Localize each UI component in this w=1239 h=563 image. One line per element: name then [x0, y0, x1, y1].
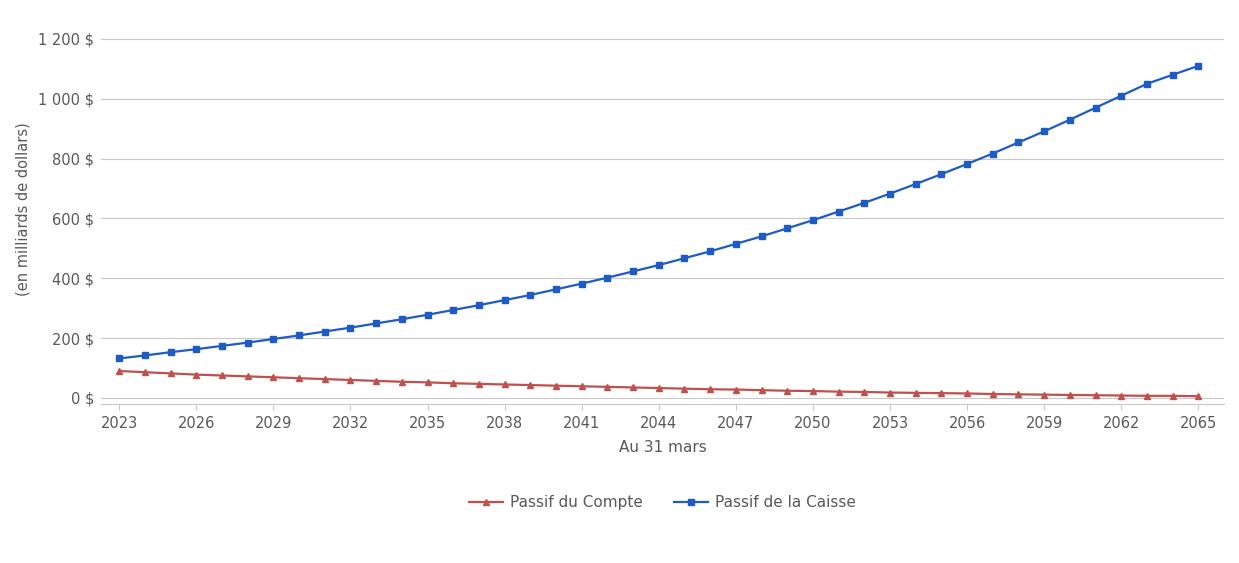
Passif de la Caisse: [1114, 92, 1129, 99]
Passif de la Caisse: [1088, 104, 1103, 111]
Passif de la Caisse: [188, 346, 203, 352]
Passif du Compte: [574, 383, 589, 390]
Passif du Compte: [523, 382, 538, 388]
Passif du Compte: [676, 385, 691, 392]
Passif de la Caisse: [703, 248, 717, 254]
Passif de la Caisse: [652, 262, 667, 269]
Passif de la Caisse: [755, 233, 769, 240]
Passif du Compte: [266, 374, 281, 381]
Passif du Compte: [1140, 392, 1155, 399]
Passif de la Caisse: [857, 199, 872, 206]
Passif de la Caisse: [214, 342, 229, 349]
Passif de la Caisse: [1037, 128, 1052, 135]
Passif du Compte: [1011, 391, 1026, 397]
Passif du Compte: [394, 378, 409, 385]
Passif du Compte: [779, 387, 794, 394]
Passif du Compte: [138, 369, 152, 376]
Passif du Compte: [188, 371, 203, 378]
Passif de la Caisse: [1140, 81, 1155, 87]
Passif du Compte: [472, 381, 487, 387]
Passif du Compte: [549, 382, 564, 389]
Passif du Compte: [446, 380, 461, 387]
Passif du Compte: [164, 370, 178, 377]
Passif du Compte: [805, 388, 820, 395]
Passif de la Caisse: [497, 297, 512, 303]
Passif de la Caisse: [960, 160, 975, 167]
X-axis label: Au 31 mars: Au 31 mars: [618, 440, 706, 455]
Passif du Compte: [317, 376, 332, 382]
Passif de la Caisse: [138, 352, 152, 359]
Passif de la Caisse: [369, 320, 384, 327]
Passif de la Caisse: [626, 268, 641, 275]
Passif de la Caisse: [266, 336, 281, 342]
Passif de la Caisse: [112, 355, 126, 362]
Passif du Compte: [343, 377, 358, 383]
Passif du Compte: [960, 390, 975, 397]
Passif de la Caisse: [240, 339, 255, 346]
Passif du Compte: [1037, 391, 1052, 398]
Y-axis label: (en milliards de dollars): (en milliards de dollars): [15, 123, 30, 296]
Passif du Compte: [240, 373, 255, 380]
Passif du Compte: [703, 386, 717, 392]
Passif de la Caisse: [343, 324, 358, 331]
Passif de la Caisse: [523, 292, 538, 298]
Passif du Compte: [755, 387, 769, 394]
Line: Passif de la Caisse: Passif de la Caisse: [115, 62, 1202, 362]
Passif de la Caisse: [805, 217, 820, 224]
Passif du Compte: [934, 390, 949, 396]
Passif du Compte: [420, 379, 435, 386]
Passif du Compte: [214, 372, 229, 379]
Passif de la Caisse: [882, 190, 897, 197]
Passif du Compte: [112, 368, 126, 374]
Passif du Compte: [857, 388, 872, 395]
Passif de la Caisse: [1165, 72, 1180, 78]
Passif de la Caisse: [779, 225, 794, 232]
Passif de la Caisse: [1191, 62, 1206, 69]
Passif du Compte: [626, 384, 641, 391]
Passif de la Caisse: [574, 280, 589, 287]
Passif du Compte: [600, 383, 615, 390]
Passif de la Caisse: [831, 208, 846, 215]
Passif du Compte: [729, 386, 743, 393]
Passif du Compte: [1165, 392, 1180, 399]
Passif de la Caisse: [164, 349, 178, 356]
Passif de la Caisse: [317, 328, 332, 335]
Passif de la Caisse: [394, 316, 409, 323]
Passif de la Caisse: [729, 240, 743, 247]
Passif de la Caisse: [676, 255, 691, 262]
Passif du Compte: [908, 390, 923, 396]
Passif du Compte: [1191, 393, 1206, 400]
Passif de la Caisse: [985, 150, 1000, 157]
Passif de la Caisse: [600, 274, 615, 281]
Passif du Compte: [497, 381, 512, 388]
Passif du Compte: [369, 378, 384, 385]
Passif de la Caisse: [420, 311, 435, 318]
Passif de la Caisse: [934, 171, 949, 177]
Passif de la Caisse: [1011, 139, 1026, 146]
Passif de la Caisse: [446, 307, 461, 314]
Passif du Compte: [1088, 392, 1103, 399]
Passif de la Caisse: [549, 286, 564, 293]
Passif du Compte: [652, 385, 667, 391]
Passif du Compte: [291, 375, 306, 382]
Line: Passif du Compte: Passif du Compte: [115, 368, 1202, 400]
Passif de la Caisse: [291, 332, 306, 339]
Passif du Compte: [985, 391, 1000, 397]
Passif du Compte: [882, 389, 897, 396]
Passif de la Caisse: [908, 181, 923, 187]
Passif de la Caisse: [472, 302, 487, 309]
Passif de la Caisse: [1062, 117, 1077, 123]
Legend: Passif du Compte, Passif de la Caisse: Passif du Compte, Passif de la Caisse: [463, 489, 862, 517]
Passif du Compte: [831, 388, 846, 395]
Passif du Compte: [1114, 392, 1129, 399]
Passif du Compte: [1062, 391, 1077, 398]
